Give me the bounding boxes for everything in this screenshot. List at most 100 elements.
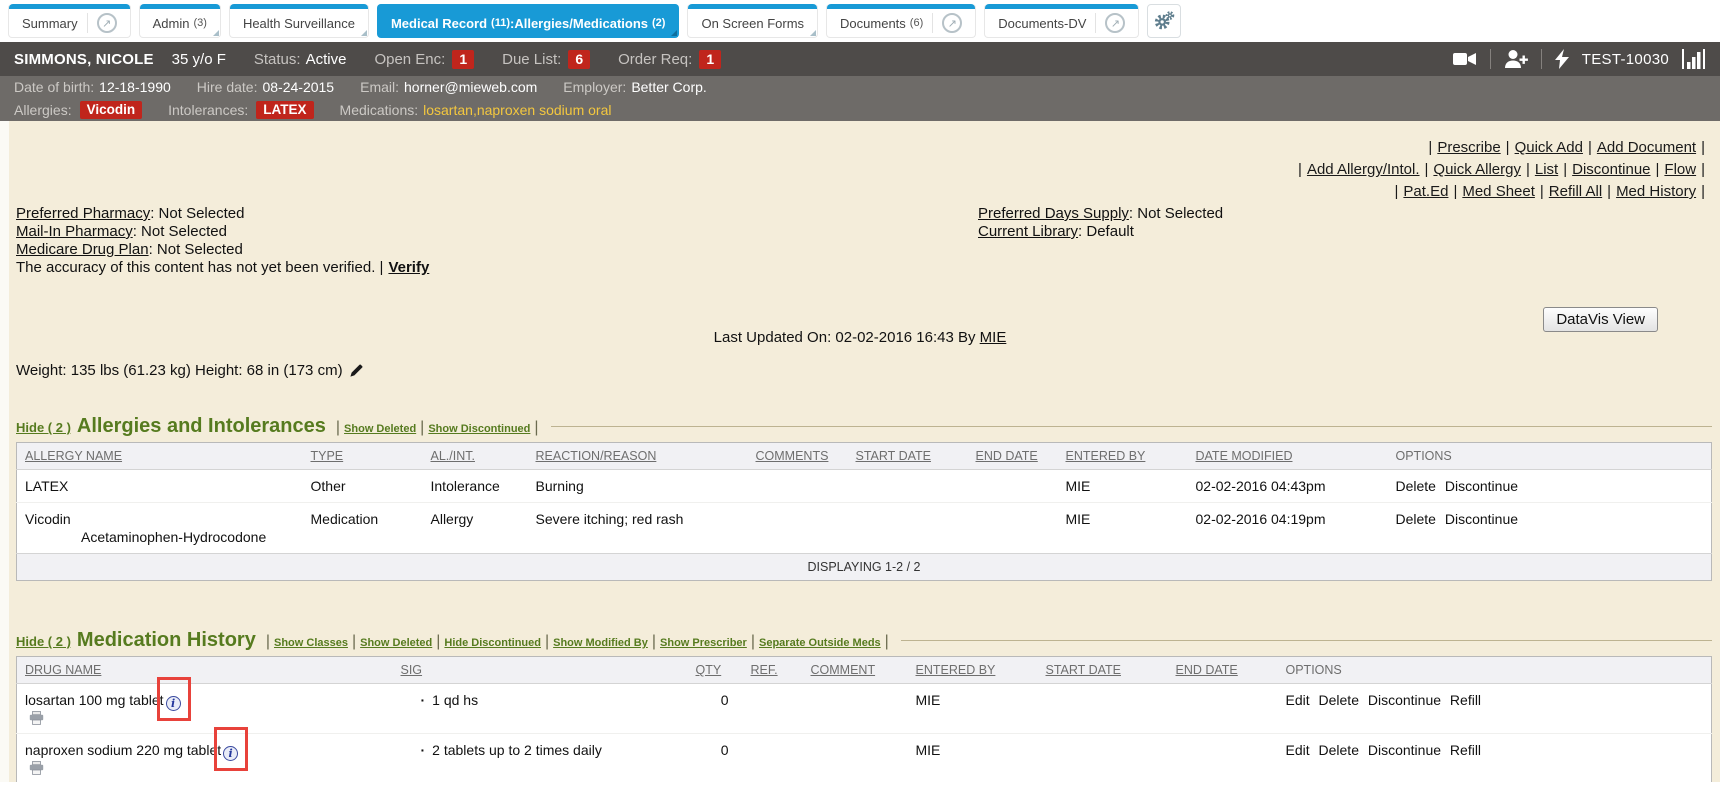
bullet: [421, 692, 433, 708]
module-action-links: Prescribe Quick Add Add Document Add Aller…: [0, 121, 1720, 203]
tab-on-screen-forms[interactable]: On Screen Forms: [687, 4, 819, 38]
order-req-badge[interactable]: 1: [699, 49, 722, 69]
chart-stats-icon[interactable]: [1682, 49, 1706, 69]
separator: [1390, 183, 1404, 200]
datavis-view-button[interactable]: DataVis View: [1543, 307, 1658, 332]
lightning-bolt-icon[interactable]: [1554, 49, 1569, 69]
col-date-modified[interactable]: DATE MODIFIED: [1195, 449, 1293, 463]
refill-all-link[interactable]: Refill All: [1548, 183, 1603, 200]
edit-link[interactable]: Edit: [1285, 742, 1310, 758]
hide-discontinued-link[interactable]: Hide Discontinued: [444, 637, 541, 649]
col-end-date[interactable]: END DATE: [1175, 663, 1238, 677]
col-drug-name[interactable]: DRUG NAME: [25, 663, 102, 677]
print-icon[interactable]: [29, 711, 44, 725]
col-reaction[interactable]: REACTION/REASON: [535, 449, 657, 463]
show-prescriber-link[interactable]: Show Prescriber: [660, 637, 747, 649]
discontinue-link[interactable]: Discontinue: [1444, 511, 1519, 527]
col-ref[interactable]: REF.: [750, 663, 778, 677]
show-deleted-link[interactable]: Show Deleted: [360, 637, 433, 649]
allergies-hide-link[interactable]: Hide ( 2 ): [16, 420, 71, 435]
med-history-link[interactable]: Med History: [1616, 183, 1697, 200]
discontinue-link[interactable]: Discontinue: [1367, 692, 1442, 708]
current-library-link[interactable]: Current Library: [978, 223, 1079, 240]
divider-line: [900, 640, 1712, 641]
drug-info-icon[interactable]: [223, 746, 239, 761]
mailin-pharmacy-link[interactable]: Mail-In Pharmacy: [16, 223, 133, 240]
employer-value: Better Corp.: [631, 79, 707, 95]
col-qty[interactable]: QTY: [695, 663, 722, 677]
intolerance-badge[interactable]: LATEX: [256, 100, 314, 119]
tab-documents-dv[interactable]: Documents-DV ↗: [984, 4, 1140, 38]
refill-link[interactable]: Refill: [1449, 742, 1482, 758]
entered-by-cell: MIE: [915, 692, 941, 708]
show-discontinued-link[interactable]: Show Discontinued: [428, 423, 531, 435]
add-person-icon[interactable]: [1504, 49, 1528, 69]
col-al-int[interactable]: AL./INT.: [430, 449, 475, 463]
meds-hide-link[interactable]: Hide ( 2 ): [16, 634, 71, 649]
popout-icon[interactable]: ↗: [1105, 13, 1126, 33]
col-entered-by[interactable]: ENTERED BY: [1065, 449, 1146, 463]
delete-link[interactable]: Delete: [1318, 692, 1359, 708]
delete-link[interactable]: Delete: [1395, 478, 1436, 494]
print-icon[interactable]: [29, 761, 44, 775]
tab-health-surveillance[interactable]: Health Surveillance: [228, 4, 369, 38]
tab-admin[interactable]: Admin (3): [138, 4, 221, 38]
settings-gears-button[interactable]: [1147, 4, 1182, 38]
discontinue-link[interactable]: Discontinue: [1444, 478, 1519, 494]
col-start-date[interactable]: START DATE: [1045, 663, 1121, 677]
col-type[interactable]: TYPE: [310, 449, 344, 463]
flow-link[interactable]: Flow: [1664, 161, 1697, 178]
allergy-badge[interactable]: Vicodin: [79, 100, 143, 119]
medication-link[interactable]: naproxen sodium oral: [476, 101, 612, 118]
col-start-date[interactable]: START DATE: [855, 449, 931, 463]
discontinue-link[interactable]: Discontinue: [1572, 161, 1651, 178]
col-allergy-name[interactable]: ALLERGY NAME: [25, 449, 123, 463]
allergy-reaction-cell: Severe itching; red rash: [527, 502, 748, 554]
prescribe-link[interactable]: Prescribe: [1437, 139, 1501, 156]
preferred-pharmacy-link[interactable]: Preferred Pharmacy: [16, 205, 151, 222]
popout-icon[interactable]: ↗: [942, 13, 963, 33]
col-comments[interactable]: COMMENTS: [755, 449, 829, 463]
patient-header-bar: SIMMONS, NICOLE 35 y/o F Status: Active …: [0, 42, 1720, 76]
tab-docs-popout-wrap: ↗: [932, 13, 963, 33]
quick-allergy-link[interactable]: Quick Allergy: [1433, 161, 1521, 178]
show-classes-link[interactable]: Show Classes: [273, 637, 348, 649]
medicare-drug-plan-link[interactable]: Medicare Drug Plan: [16, 241, 149, 258]
tab-medical-record[interactable]: Medical Record (11) :Allergies/Medicatio…: [376, 4, 680, 38]
add-document-link[interactable]: Add Document: [1596, 139, 1697, 156]
show-modified-by-link[interactable]: Show Modified By: [553, 637, 648, 649]
edit-link[interactable]: Edit: [1285, 692, 1310, 708]
pat-ed-link[interactable]: Pat.Ed: [1403, 183, 1449, 200]
col-sig[interactable]: SIG: [400, 663, 423, 677]
video-camera-icon[interactable]: [1452, 50, 1477, 68]
quick-add-link[interactable]: Quick Add: [1514, 139, 1583, 156]
tab-documents[interactable]: Documents (6) ↗: [826, 4, 977, 38]
separate-outside-meds-link[interactable]: Separate Outside Meds: [759, 637, 881, 649]
medication-link[interactable]: losartan: [423, 101, 473, 118]
list-link[interactable]: List: [1534, 161, 1559, 178]
allergy-options-cell: Delete Discontinue: [1388, 470, 1712, 503]
popout-icon[interactable]: ↗: [96, 13, 117, 33]
med-sheet-link[interactable]: Med Sheet: [1462, 183, 1535, 200]
show-deleted-link[interactable]: Show Deleted: [344, 423, 417, 435]
drug-info-icon[interactable]: [165, 696, 181, 711]
separator: [416, 419, 428, 437]
edit-pencil-icon[interactable]: [349, 363, 364, 378]
last-updated-line: Last Updated On: 02-02-2016 16:43 By MIE: [0, 329, 1720, 346]
updated-by-link[interactable]: MIE: [979, 329, 1007, 346]
due-list-badge[interactable]: 6: [568, 49, 591, 69]
verify-link[interactable]: Verify: [388, 259, 430, 276]
open-enc-badge[interactable]: 1: [452, 49, 475, 69]
col-entered-by[interactable]: ENTERED BY: [915, 663, 996, 677]
discontinue-link[interactable]: Discontinue: [1367, 742, 1442, 758]
add-allergy-intol-link[interactable]: Add Allergy/Intol.: [1306, 161, 1420, 178]
delete-link[interactable]: Delete: [1395, 511, 1436, 527]
tab-summary[interactable]: Summary ↗: [8, 4, 131, 38]
preferred-pharmacy-value: Not Selected: [154, 205, 245, 222]
hire-date-label: Hire date:: [196, 79, 258, 95]
delete-link[interactable]: Delete: [1318, 742, 1359, 758]
col-comment[interactable]: COMMENT: [810, 663, 876, 677]
preferred-days-supply-link[interactable]: Preferred Days Supply: [978, 205, 1129, 222]
col-end-date[interactable]: END DATE: [975, 449, 1038, 463]
refill-link[interactable]: Refill: [1449, 692, 1482, 708]
